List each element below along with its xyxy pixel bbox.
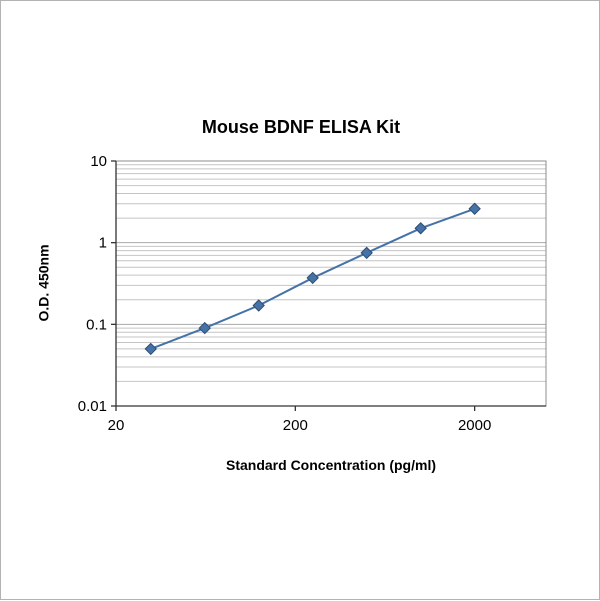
data-point-marker bbox=[306, 271, 319, 285]
x-tick-label: 2000 bbox=[458, 417, 491, 434]
chart-title: Mouse BDNF ELISA Kit bbox=[201, 117, 401, 137]
data-point-marker bbox=[144, 342, 157, 356]
data-point-marker bbox=[468, 202, 481, 215]
y-tick-label: 1 bbox=[99, 235, 107, 252]
data-point-marker bbox=[414, 222, 427, 235]
x-tick-label: 20 bbox=[108, 417, 125, 434]
data-point-marker bbox=[360, 246, 373, 260]
y-tick-label: 0.01 bbox=[78, 398, 107, 415]
x-axis-label: Standard Concentration (pg/ml) bbox=[226, 457, 436, 473]
data-point-marker bbox=[198, 321, 211, 335]
y-tick-label: 0.1 bbox=[86, 316, 107, 333]
plot-border bbox=[115, 160, 547, 407]
y-tick-label: 10 bbox=[90, 153, 107, 170]
data-point-marker bbox=[252, 299, 265, 312]
x-tick-label: 200 bbox=[283, 417, 308, 434]
